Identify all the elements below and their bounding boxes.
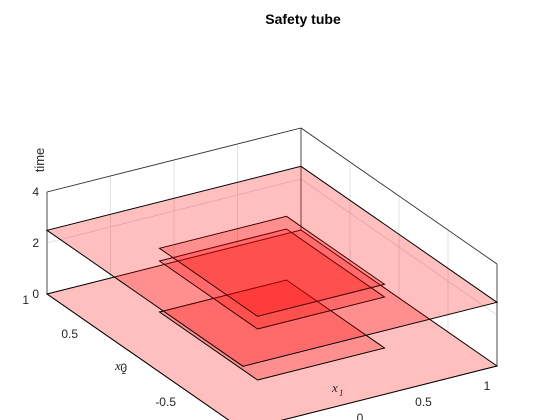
tube-plane: [158, 228, 386, 330]
x-tick-label: 0.5: [415, 395, 432, 409]
x-axis-label-base: x: [331, 380, 338, 395]
plot-surfaces: [45, 165, 499, 420]
y-tick-label: 0.5: [61, 327, 78, 341]
y-tick-label: 1: [22, 293, 29, 307]
z-tick-label: 0: [32, 287, 39, 301]
y-tick-label: 0: [120, 361, 127, 375]
z-tick-label: 2: [32, 236, 39, 250]
x-axis-label: x 1: [331, 380, 344, 398]
x-tick-label: 1: [484, 379, 491, 393]
y-axis-label-subscript: 2: [122, 366, 127, 376]
axes-box-edge: [300, 127, 498, 265]
y-axis-label-base: x: [114, 358, 121, 373]
y-axis-label: x 2: [114, 358, 127, 376]
back-wall-grid-line: [46, 178, 302, 244]
z-axis-label: time: [32, 148, 47, 173]
tube-plane: [45, 165, 499, 367]
z-tick-label: 4: [32, 185, 39, 199]
y-tick-label: -0.5: [155, 395, 176, 409]
tube-plane: [158, 279, 386, 381]
chart-title: Safety tube: [265, 11, 341, 27]
axes-box-edge: [46, 127, 302, 193]
tube-plane: [158, 215, 386, 317]
x-tick-label: 0: [357, 411, 364, 420]
x-axis-label-subscript: 1: [339, 388, 344, 398]
side-wall-grid-line: [300, 178, 498, 316]
